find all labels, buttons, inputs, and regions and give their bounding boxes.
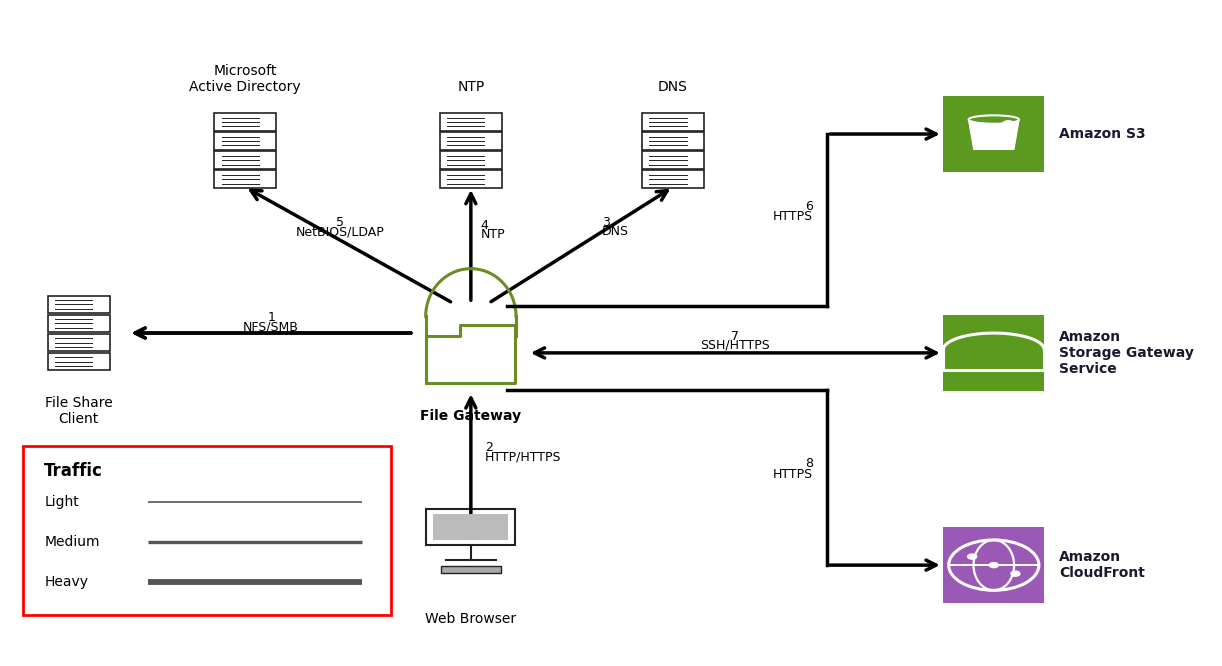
Text: NetBIOS/LDAP: NetBIOS/LDAP (296, 225, 385, 238)
Bar (48, 334, 110, 351)
Text: File Gateway: File Gateway (420, 410, 522, 424)
Text: 6: 6 (805, 200, 813, 212)
Bar (48, 315, 110, 332)
Polygon shape (969, 119, 1019, 149)
Bar (642, 151, 704, 169)
Bar (943, 315, 1045, 391)
Bar (23, 446, 391, 615)
Bar (434, 514, 508, 540)
Text: 7: 7 (731, 330, 739, 342)
Bar (440, 113, 502, 131)
Text: NFS/SMB: NFS/SMB (243, 320, 299, 334)
Text: DNS: DNS (601, 225, 628, 238)
Bar (48, 353, 110, 370)
Bar (642, 113, 704, 131)
Text: SSH/HTTPS: SSH/HTTPS (700, 339, 770, 352)
Bar (440, 133, 502, 150)
Text: Amazon
CloudFront: Amazon CloudFront (1059, 550, 1145, 580)
Bar (426, 509, 516, 545)
Text: 5: 5 (336, 216, 345, 229)
Bar (214, 133, 276, 150)
Text: HTTPS: HTTPS (774, 468, 813, 481)
Text: DNS: DNS (657, 80, 688, 95)
Text: 4: 4 (480, 218, 489, 232)
Text: Web Browser: Web Browser (425, 611, 517, 625)
Text: Traffic: Traffic (44, 462, 103, 480)
Ellipse shape (969, 115, 1019, 124)
Bar (214, 170, 276, 188)
Text: Medium: Medium (44, 535, 100, 549)
Circle shape (990, 563, 998, 567)
Circle shape (968, 554, 976, 559)
Text: NTP: NTP (480, 228, 505, 241)
Bar (440, 170, 502, 188)
Text: 8: 8 (805, 457, 813, 470)
Bar (440, 151, 502, 169)
Bar (441, 566, 501, 573)
Text: 1: 1 (268, 311, 275, 324)
Text: File Share
Client: File Share Client (45, 396, 112, 426)
Bar (642, 170, 704, 188)
Bar (48, 296, 110, 313)
Bar (642, 133, 704, 150)
Bar (214, 151, 276, 169)
Text: Microsoft
Active Directory: Microsoft Active Directory (189, 64, 301, 95)
Text: Heavy: Heavy (44, 575, 88, 589)
Text: 3: 3 (601, 216, 610, 229)
Text: HTTPS: HTTPS (774, 210, 813, 223)
Text: HTTP/HTTPS: HTTP/HTTPS (485, 450, 562, 463)
Bar (943, 96, 1045, 172)
Text: 2: 2 (485, 441, 492, 454)
Text: Amazon
Storage Gateway
Service: Amazon Storage Gateway Service (1059, 330, 1194, 376)
Circle shape (1011, 571, 1020, 576)
Bar (214, 113, 276, 131)
Text: Light: Light (44, 495, 79, 509)
Text: Amazon S3: Amazon S3 (1059, 127, 1146, 141)
Text: NTP: NTP (457, 80, 484, 95)
Bar (943, 527, 1045, 603)
